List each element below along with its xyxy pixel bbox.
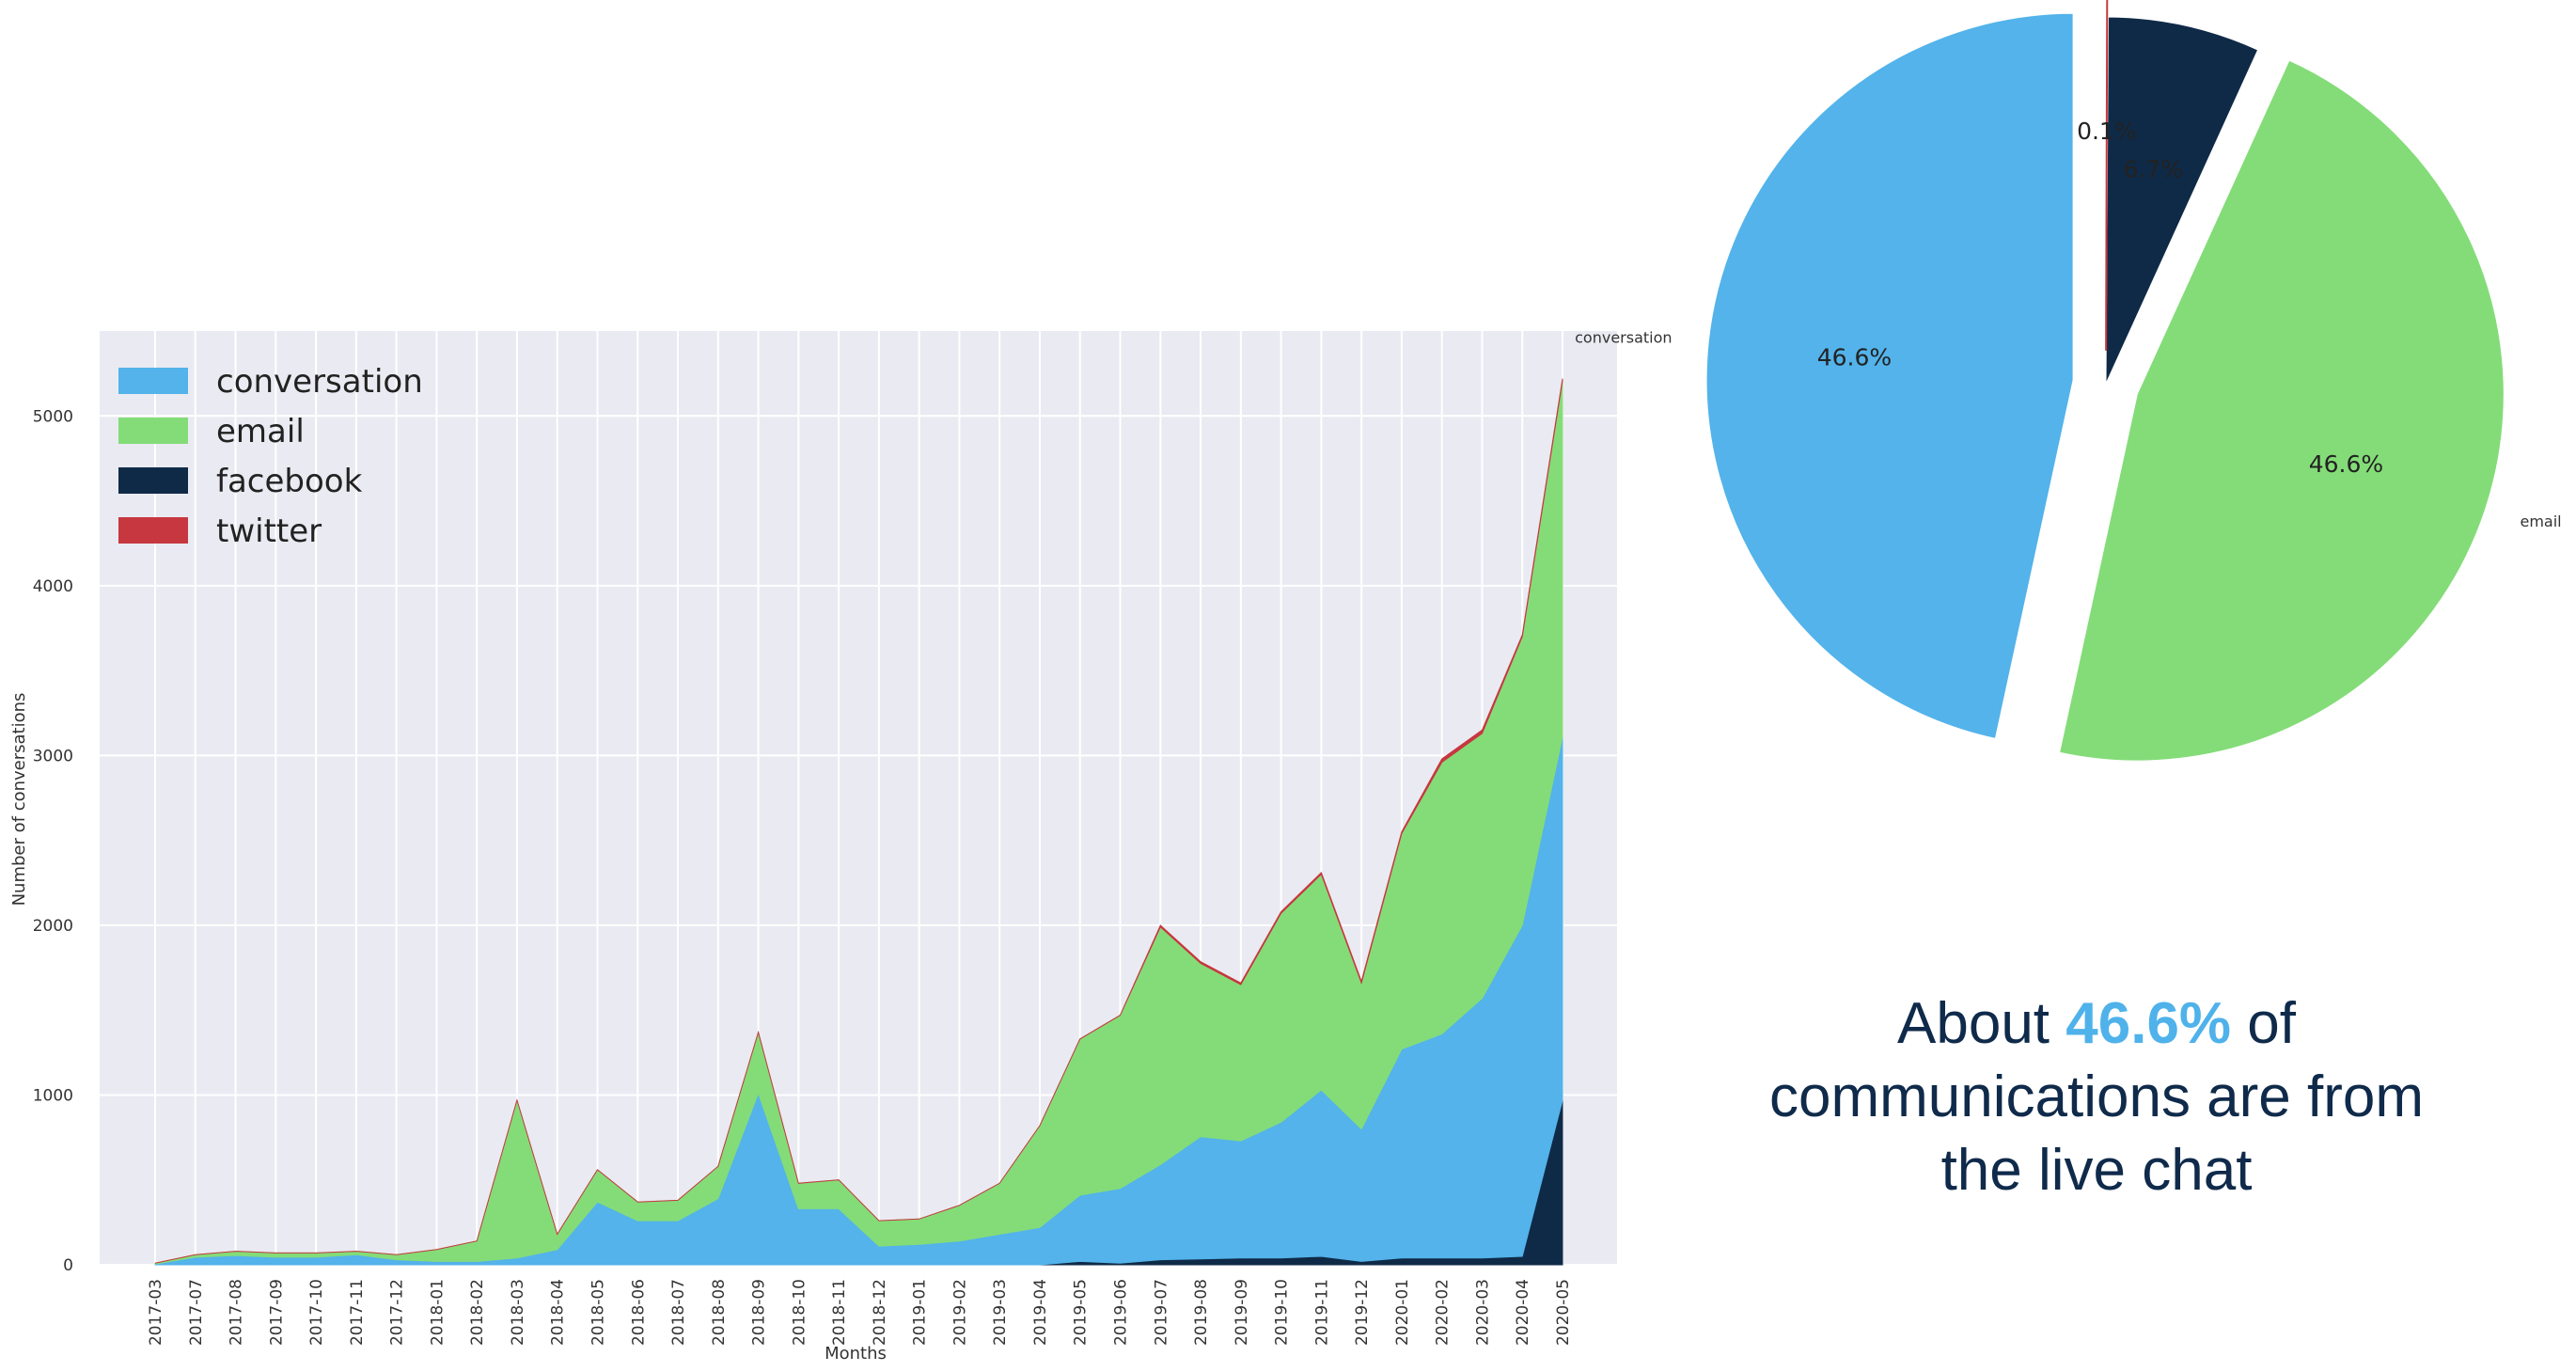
x-tick-label: 2019-10 [1273, 1279, 1292, 1346]
x-tick-label: 2019-08 [1192, 1279, 1211, 1346]
x-tick-label: 2018-01 [428, 1279, 447, 1346]
legend-label-conversation: conversation [216, 363, 423, 401]
x-tick-label: 2019-02 [950, 1279, 969, 1346]
y-tick-label: 1000 [33, 1086, 73, 1105]
area-layers [154, 378, 1563, 1266]
legend-label-twitter: twitter [216, 513, 322, 550]
caption-before: About [1897, 991, 2066, 1056]
pie-pct-facebook: 6.7% [2124, 155, 2184, 182]
y-axis-label: Number of conversations [9, 693, 29, 907]
pie-chart: conversation46.6%email46.6%facebook6.7%t… [1575, 0, 2562, 762]
y-tick-label: 0 [63, 1256, 73, 1275]
x-tick-label: 2018-09 [750, 1279, 769, 1346]
x-tick-label: 2017-09 [267, 1279, 286, 1346]
legend: conversation email facebook twitter [118, 363, 423, 550]
legend-label-facebook: facebook [216, 463, 363, 500]
x-tick-label: 2018-10 [790, 1279, 809, 1346]
legend-swatch-email [118, 418, 188, 444]
pie-pct-twitter: 0.1% [2077, 118, 2137, 145]
caption-text: About 46.6% of communications are from t… [1767, 987, 2426, 1207]
caption-after: of communications are from the live chat [1768, 991, 2425, 1203]
x-tick-label: 2017-03 [147, 1279, 165, 1346]
x-tick-label: 2019-09 [1233, 1279, 1251, 1346]
legend-swatch-twitter [118, 517, 188, 544]
x-tick-label: 2017-08 [228, 1279, 246, 1346]
x-tick-label: 2020-01 [1393, 1279, 1412, 1346]
x-tick-label: 2019-06 [1112, 1279, 1131, 1346]
pie-slice-twitter [2105, 0, 2109, 351]
x-tick-label: 2018-03 [509, 1279, 527, 1346]
x-tick-label: 2018-08 [710, 1279, 729, 1346]
pie-pct-conversation: 46.6% [1817, 343, 1892, 371]
y-axis-ticks: 0 1000 2000 3000 4000 5000 [33, 407, 73, 1275]
x-tick-label: 2018-11 [830, 1279, 849, 1346]
x-tick-label: 2019-03 [991, 1279, 1010, 1346]
x-tick-label: 2019-12 [1353, 1279, 1372, 1346]
x-tick-label: 2020-03 [1473, 1279, 1492, 1346]
x-tick-label: 2019-04 [1031, 1279, 1050, 1346]
legend-swatch-facebook [118, 467, 188, 494]
x-tick-label: 2019-11 [1312, 1279, 1331, 1346]
pie-label-conversation: conversation [1575, 329, 1672, 347]
x-tick-label: 2018-02 [468, 1279, 487, 1346]
x-tick-label: 2017-07 [187, 1279, 206, 1346]
legend-swatch-conversation [118, 368, 188, 394]
x-tick-label: 2018-12 [871, 1279, 889, 1346]
y-tick-label: 2000 [33, 917, 73, 936]
pie-pct-email: 46.6% [2309, 450, 2383, 478]
x-axis-ticks: 2017-03 2017-07 2017-08 2017-09 2017-10 2017-… [147, 1279, 1573, 1346]
x-tick-label: 2020-04 [1514, 1279, 1532, 1346]
pie-slices [1705, 0, 2505, 762]
legend-label-email: email [216, 413, 305, 450]
pie-labels: conversation46.6%email46.6%facebook6.7%t… [1575, 118, 2561, 530]
caption-highlight: 46.6% [2066, 991, 2232, 1056]
x-tick-label: 2020-02 [1434, 1279, 1453, 1346]
area-series-twitter [154, 378, 1563, 1264]
pie-label-email: email [2520, 513, 2561, 530]
y-tick-label: 4000 [33, 577, 73, 596]
x-tick-label: 2017-11 [348, 1279, 367, 1346]
x-tick-label: 2017-12 [388, 1279, 407, 1346]
x-tick-label: 2019-01 [911, 1279, 930, 1346]
x-tick-label: 2018-06 [629, 1279, 648, 1346]
x-tick-label: 2018-04 [549, 1279, 568, 1346]
x-axis-label: Months [825, 1344, 887, 1364]
pie-slice-conversation [1705, 12, 2074, 739]
pie-slice-email [2059, 59, 2505, 762]
x-tick-label: 2019-07 [1152, 1279, 1170, 1346]
x-tick-label: 2017-10 [307, 1279, 326, 1346]
pie-slice-facebook [2105, 16, 2259, 385]
x-tick-label: 2019-05 [1072, 1279, 1091, 1346]
y-tick-label: 3000 [33, 747, 73, 765]
x-tick-label: 2018-07 [669, 1279, 688, 1346]
x-tick-label: 2020-05 [1554, 1279, 1573, 1346]
x-tick-label: 2018-05 [589, 1279, 607, 1346]
y-tick-label: 5000 [33, 407, 73, 426]
